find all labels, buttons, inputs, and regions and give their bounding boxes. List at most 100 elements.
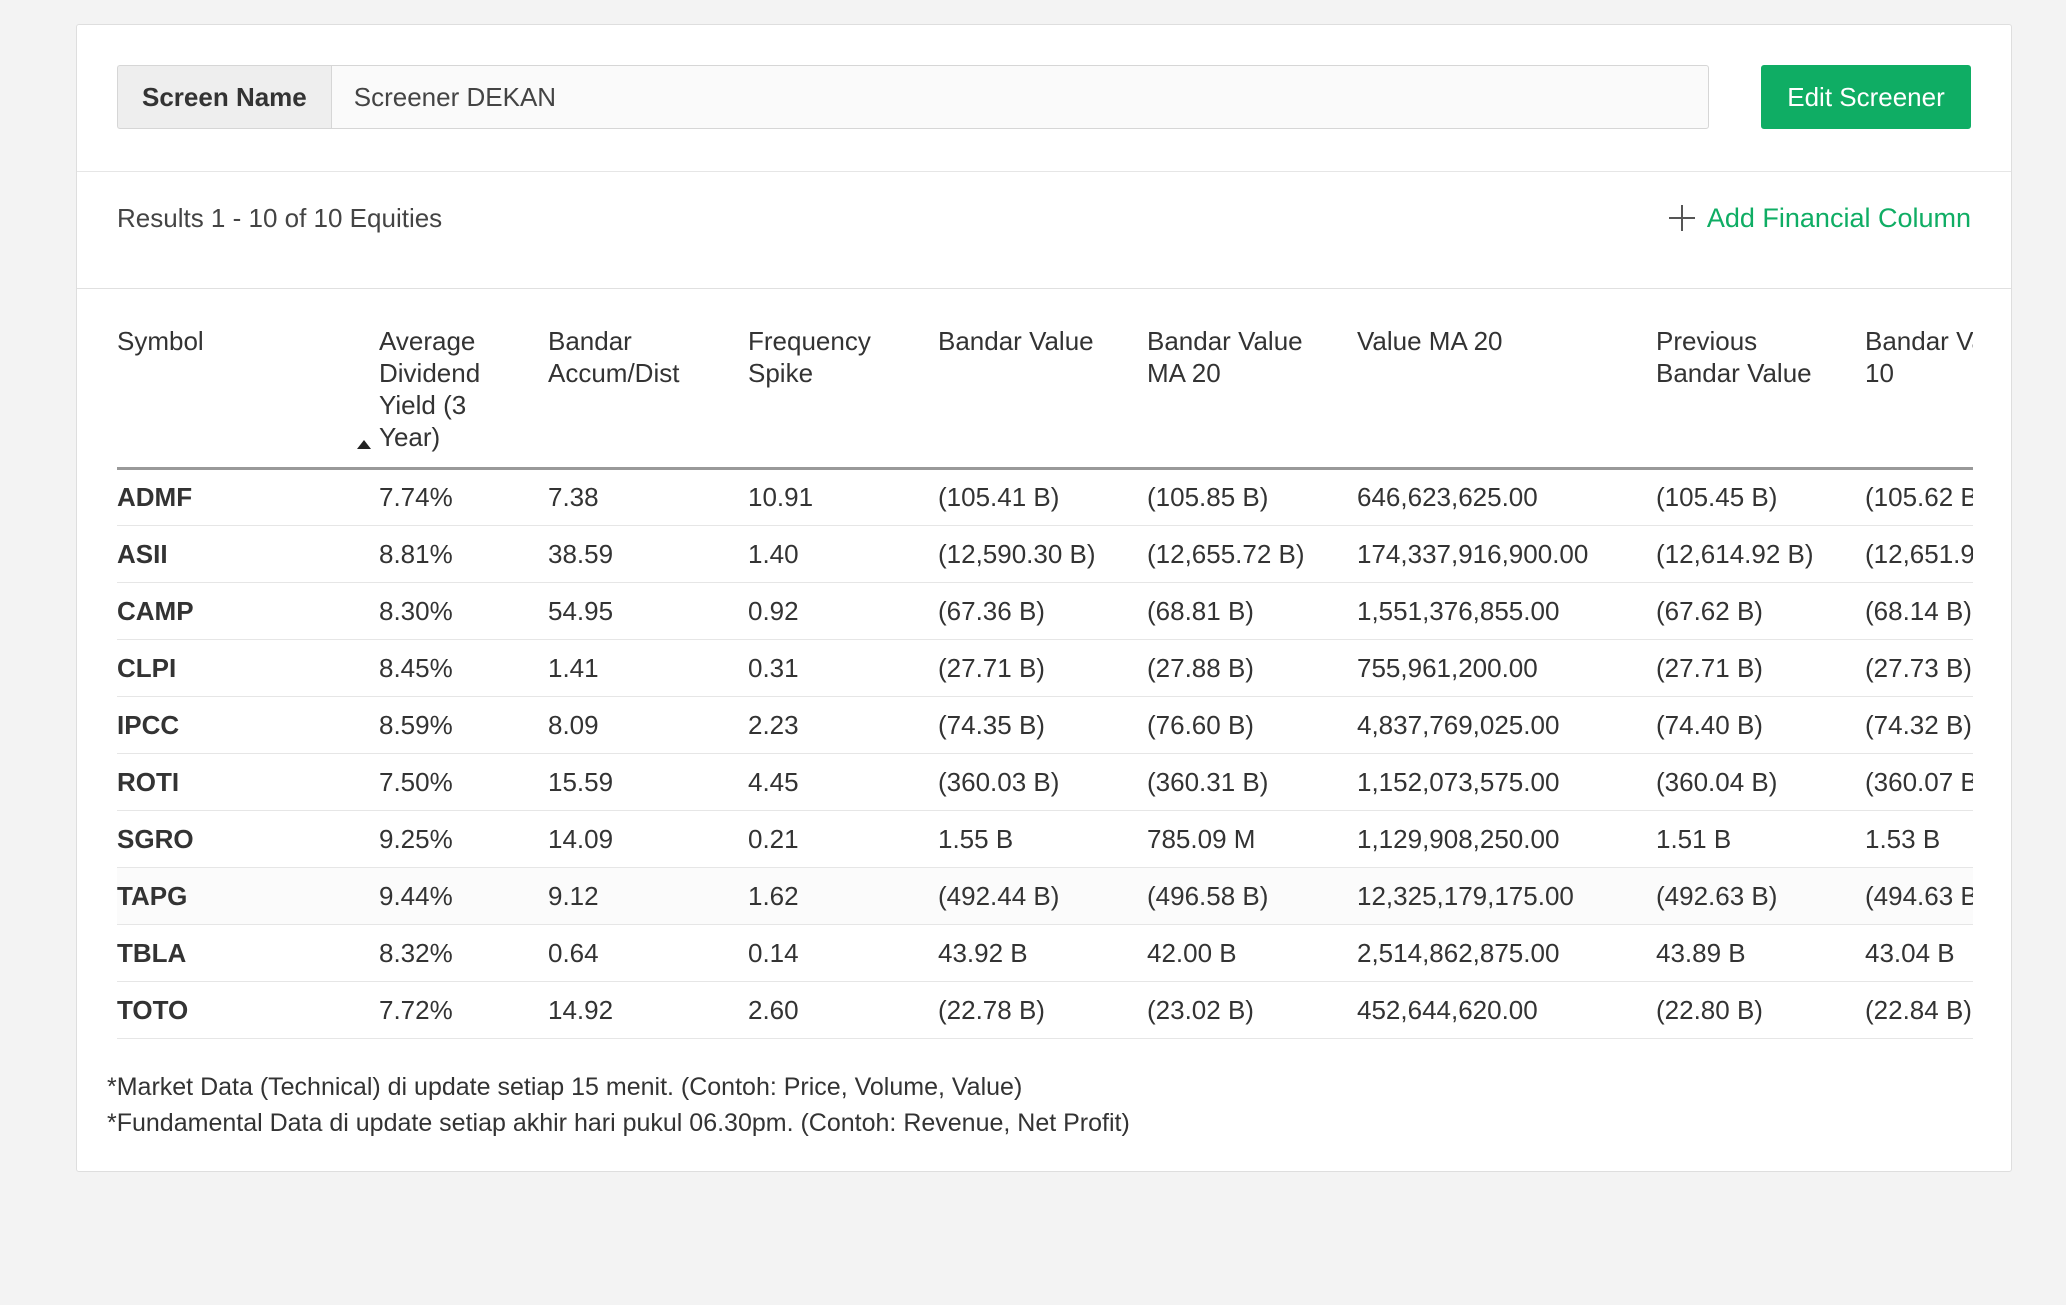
table-row[interactable]: CLPI 8.45% 1.41 0.31 (27.71 B) (27.88 B) 755,9… [117, 639, 1973, 697]
table-cell: 8.59% [379, 696, 548, 754]
table-cell: 1.40 [748, 525, 938, 583]
results-table-wrapper[interactable]: Symbol Average Dividend Yield (3 Year) B… [117, 305, 1973, 1039]
results-table: Symbol Average Dividend Yield (3 Year) B… [117, 305, 1973, 1039]
table-cell: (12,651.92 B) [1865, 525, 1973, 583]
table-cell: 1.41 [548, 639, 748, 697]
table-cell: (105.41 B) [938, 468, 1147, 526]
table-cell: 54.95 [548, 582, 748, 640]
table-cell: (105.45 B) [1656, 468, 1865, 526]
table-cell: 174,337,916,900.00 [1357, 525, 1656, 583]
table-cell: (67.36 B) [938, 582, 1147, 640]
table-header-row: Symbol Average Dividend Yield (3 Year) B… [117, 305, 1973, 470]
table-cell: 0.92 [748, 582, 938, 640]
table-cell: (22.84 B) [1865, 981, 1973, 1039]
table-cell: 785.09 M [1147, 810, 1357, 868]
table-cell: 1,551,376,855.00 [1357, 582, 1656, 640]
table-cell: 0.64 [548, 924, 748, 982]
symbol-cell[interactable]: ROTI [117, 753, 379, 811]
table-cell: 1.53 B [1865, 810, 1973, 868]
table-cell: 4,837,769,025.00 [1357, 696, 1656, 754]
table-cell: 12,325,179,175.00 [1357, 867, 1656, 925]
column-header-previous-bandar-value[interactable]: Previous Bandar Value [1656, 305, 1865, 470]
table-row[interactable]: ROTI 7.50% 15.59 4.45 (360.03 B) (360.31 B) 1,… [117, 753, 1973, 811]
table-cell: (22.78 B) [938, 981, 1147, 1039]
table-cell: 8.45% [379, 639, 548, 697]
table-cell: 1,129,908,250.00 [1357, 810, 1656, 868]
table-cell: (23.02 B) [1147, 981, 1357, 1039]
table-cell: 9.44% [379, 867, 548, 925]
table-cell: 7.72% [379, 981, 548, 1039]
table-cell: (27.71 B) [938, 639, 1147, 697]
table-cell: 42.00 B [1147, 924, 1357, 982]
table-cell: 10.91 [748, 468, 938, 526]
screen-name-input[interactable] [330, 65, 1709, 129]
symbol-cell[interactable]: ADMF [117, 468, 379, 526]
table-cell: 8.30% [379, 582, 548, 640]
column-header-bandar-value[interactable]: Bandar Value [938, 305, 1147, 470]
table-row[interactable]: TAPG 9.44% 9.12 1.62 (492.44 B) (496.58 B) 12,… [117, 867, 1973, 925]
table-cell: 2,514,862,875.00 [1357, 924, 1656, 982]
add-financial-column-link[interactable]: Add Financial Column [1668, 172, 1971, 264]
results-bar: Results 1 - 10 of 10 Equities Add Financ… [77, 171, 2011, 289]
table-cell: 8.81% [379, 525, 548, 583]
table-cell: (27.88 B) [1147, 639, 1357, 697]
table-cell: 43.04 B [1865, 924, 1973, 982]
column-header-bandar-value-ma-20[interactable]: Bandar Value MA 20 [1147, 305, 1357, 470]
table-cell: 1.55 B [938, 810, 1147, 868]
table-cell: 0.21 [748, 810, 938, 868]
table-cell: 43.92 B [938, 924, 1147, 982]
table-row[interactable]: ASII 8.81% 38.59 1.40 (12,590.30 B) (12,655.7… [117, 525, 1973, 583]
table-cell: (68.14 B) [1865, 582, 1973, 640]
table-cell: 4.45 [748, 753, 938, 811]
table-cell: 1.62 [748, 867, 938, 925]
table-cell: (27.71 B) [1656, 639, 1865, 697]
table-cell: 2.60 [748, 981, 938, 1039]
symbol-cell[interactable]: IPCC [117, 696, 379, 754]
table-cell: (76.60 B) [1147, 696, 1357, 754]
table-row[interactable]: TOTO 7.72% 14.92 2.60 (22.78 B) (23.02 B) 452,… [117, 981, 1973, 1039]
table-cell: (27.73 B) [1865, 639, 1973, 697]
screen-name-row: Screen Name Edit Screener [117, 65, 1971, 129]
table-cell: (74.40 B) [1656, 696, 1865, 754]
results-summary: Results 1 - 10 of 10 Equities [117, 203, 443, 233]
column-header-value-ma-20[interactable]: Value MA 20 [1357, 305, 1656, 470]
table-cell: (360.03 B) [938, 753, 1147, 811]
table-row[interactable]: TBLA 8.32% 0.64 0.14 43.92 B 42.00 B 2,514,862… [117, 924, 1973, 982]
table-cell: 38.59 [548, 525, 748, 583]
table-cell: 452,644,620.00 [1357, 981, 1656, 1039]
column-header-bandar-value-ma-10[interactable]: Bandar Value MA 10 [1865, 305, 1973, 470]
symbol-cell[interactable]: SGRO [117, 810, 379, 868]
table-cell: (360.07 B) [1865, 753, 1973, 811]
table-cell: 2.23 [748, 696, 938, 754]
add-financial-column-label: Add Financial Column [1706, 203, 1971, 233]
table-cell: (105.85 B) [1147, 468, 1357, 526]
table-cell: 9.25% [379, 810, 548, 868]
table-cell: 43.89 B [1656, 924, 1865, 982]
symbol-cell[interactable]: TBLA [117, 924, 379, 982]
symbol-cell[interactable]: TOTO [117, 981, 379, 1039]
table-row[interactable]: ADMF 7.74% 7.38 10.91 (105.41 B) (105.85 B) 64… [117, 468, 1973, 526]
table-cell: (360.31 B) [1147, 753, 1357, 811]
table-row[interactable]: SGRO 9.25% 14.09 0.21 1.55 B 785.09 M 1,129,90… [117, 810, 1973, 868]
table-cell: 8.09 [548, 696, 748, 754]
table-cell: 0.31 [748, 639, 938, 697]
column-header-frequency-spike[interactable]: Frequency Spike [748, 305, 938, 470]
table-cell: (492.44 B) [938, 867, 1147, 925]
column-header-bandar-accum-dist[interactable]: Bandar Accum/Dist [548, 305, 748, 470]
table-cell: (22.80 B) [1656, 981, 1865, 1039]
symbol-cell[interactable]: CLPI [117, 639, 379, 697]
symbol-cell[interactable]: TAPG [117, 867, 379, 925]
symbol-cell[interactable]: ASII [117, 525, 379, 583]
table-cell: 14.09 [548, 810, 748, 868]
table-cell: 7.38 [548, 468, 748, 526]
table-cell: 9.12 [548, 867, 748, 925]
table-row[interactable]: IPCC 8.59% 8.09 2.23 (74.35 B) (76.60 B) 4,837… [117, 696, 1973, 754]
column-header-average-dividend-yield[interactable]: Average Dividend Yield (3 Year) [357, 305, 548, 470]
column-header-symbol[interactable]: Symbol [117, 305, 379, 470]
edit-screener-button[interactable]: Edit Screener [1761, 65, 1971, 129]
table-cell: (12,590.30 B) [938, 525, 1147, 583]
table-cell: 15.59 [548, 753, 748, 811]
symbol-cell[interactable]: CAMP [117, 582, 379, 640]
table-row[interactable]: CAMP 8.30% 54.95 0.92 (67.36 B) (68.81 B) 1,55… [117, 582, 1973, 640]
table-cell: (67.62 B) [1656, 582, 1865, 640]
